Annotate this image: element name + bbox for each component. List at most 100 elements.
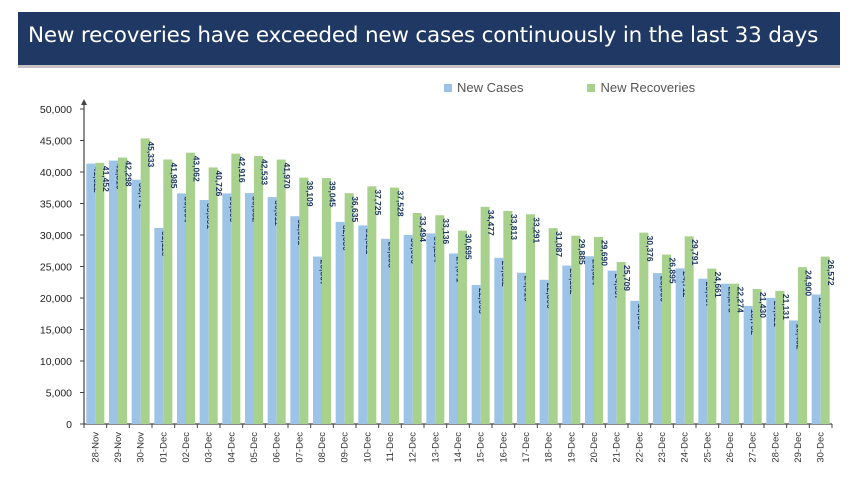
y-tick-label: 25,000 — [40, 262, 72, 274]
bar-new-cases — [199, 200, 209, 424]
x-tick-label: 19-Dec — [566, 432, 577, 463]
bar-new-recoveries — [639, 232, 649, 424]
title-banner: New recoveries have exceeded new cases c… — [18, 12, 840, 68]
bar-new-cases — [245, 193, 254, 424]
x-tick-label: 08-Dec — [317, 432, 328, 463]
bar-new-cases — [789, 320, 798, 424]
x-tick-label: 29-Nov — [113, 432, 124, 463]
bar-new-cases — [381, 238, 390, 424]
bar-new-cases — [517, 272, 526, 424]
bar-new-recoveries — [775, 290, 785, 424]
x-tick-label: 10-Dec — [362, 432, 373, 463]
legend-swatch-new-recoveries — [587, 83, 596, 92]
bar-new-cases — [471, 284, 481, 424]
bar-new-cases — [698, 278, 708, 424]
y-tick-label: 35,000 — [40, 199, 72, 211]
x-tick-label: 03-Dec — [204, 432, 215, 463]
data-label-new-recoveries: 33,494 — [418, 216, 428, 242]
bar-new-recoveries — [820, 256, 830, 424]
bar-new-cases — [267, 197, 277, 424]
data-label-new-recoveries: 37,725 — [373, 189, 383, 215]
data-label-new-recoveries: 24,661 — [713, 272, 723, 298]
y-tick-label: 45,000 — [40, 136, 72, 148]
data-label-new-recoveries: 34,477 — [486, 210, 496, 236]
legend-swatch-new-cases — [444, 83, 452, 92]
x-tick-label: 21-Dec — [612, 432, 623, 463]
x-tick-label: 15-Dec — [476, 432, 487, 463]
bar-new-recoveries — [140, 138, 150, 424]
x-tick-label: 02-Dec — [181, 432, 192, 463]
bar-new-recoveries — [276, 159, 286, 425]
data-label-new-recoveries: 22,274 — [736, 287, 746, 313]
legend-item-new-recoveries: New Recoveries — [587, 80, 695, 95]
x-tick-label: 24-Dec — [680, 432, 691, 463]
data-label-new-recoveries: 33,136 — [441, 218, 451, 244]
data-label-new-recoveries: 30,695 — [464, 234, 474, 260]
data-label-new-recoveries: 21,131 — [781, 294, 791, 320]
bar-new-recoveries — [254, 156, 263, 424]
bar-new-recoveries — [798, 267, 807, 424]
bar-new-cases — [721, 283, 730, 424]
legend-label-new-cases: New Cases — [457, 80, 524, 95]
bar-new-recoveries — [186, 152, 195, 424]
x-tick-label: 22-Dec — [634, 432, 645, 463]
bar-new-recoveries — [344, 193, 354, 424]
bar-new-recoveries — [684, 236, 694, 424]
data-label-new-recoveries: 39,109 — [305, 181, 315, 207]
bar-new-cases — [313, 256, 322, 424]
data-label-new-recoveries: 45,333 — [146, 141, 156, 167]
data-label-new-recoveries: 40,726 — [214, 170, 224, 196]
bar-new-recoveries — [208, 167, 218, 424]
bar-new-cases — [358, 225, 368, 424]
bar-new-recoveries — [662, 254, 671, 424]
x-tick-label: 23-Dec — [657, 432, 668, 463]
bar-new-recoveries — [548, 228, 558, 424]
bar-new-cases — [426, 233, 436, 424]
x-tick-label: 06-Dec — [272, 432, 283, 463]
bar-new-cases — [86, 163, 96, 425]
bar-new-recoveries — [730, 283, 739, 424]
data-label-new-recoveries: 29,690 — [600, 240, 610, 266]
data-label-new-recoveries: 36,635 — [350, 196, 360, 222]
x-tick-label: 30-Dec — [816, 432, 827, 463]
y-tick-label: 20,000 — [40, 293, 72, 305]
x-tick-label: 30-Nov — [136, 432, 147, 463]
data-label-new-recoveries: 37,528 — [396, 191, 406, 217]
data-label-new-recoveries: 42,916 — [237, 157, 247, 183]
x-tick-label: 25-Dec — [702, 432, 713, 463]
data-label-new-recoveries: 30,376 — [645, 236, 655, 262]
chart-title: New recoveries have exceeded new cases c… — [28, 23, 819, 48]
x-tick-label: 16-Dec — [498, 432, 509, 463]
bar-new-recoveries — [231, 153, 241, 424]
x-tick-label: 27-Dec — [748, 432, 759, 463]
bar-new-cases — [539, 279, 549, 424]
data-label-new-recoveries: 29,791 — [690, 239, 700, 265]
bar-new-recoveries — [367, 186, 377, 424]
data-label-new-recoveries: 33,813 — [509, 214, 519, 240]
x-tick-label: 28-Dec — [770, 432, 781, 463]
data-label-new-recoveries: 26,895 — [668, 258, 678, 284]
y-axis-arrow — [81, 99, 87, 105]
data-label-new-recoveries: 43,062 — [192, 156, 202, 182]
x-tick-label: 09-Dec — [340, 432, 351, 463]
bar-new-cases — [154, 227, 164, 424]
x-tick-label: 29-Dec — [793, 432, 804, 463]
bar-new-recoveries — [412, 212, 422, 424]
data-label-new-recoveries: 31,087 — [554, 231, 564, 257]
bar-new-cases — [449, 253, 458, 424]
bar-new-cases — [743, 305, 753, 424]
data-label-new-recoveries: 41,452 — [101, 166, 111, 192]
bar-new-cases — [222, 193, 232, 424]
legend-label-new-recoveries: New Recoveries — [600, 80, 696, 95]
data-label-new-recoveries: 21,430 — [758, 292, 768, 318]
bar-new-cases — [494, 257, 504, 424]
x-tick-label: 11-Dec — [385, 432, 396, 462]
bar-new-recoveries — [95, 162, 105, 424]
legend-item-new-cases: New Cases — [444, 80, 523, 95]
y-tick-label: 5,000 — [46, 388, 72, 400]
bar-new-cases — [109, 160, 118, 425]
data-label-new-recoveries: 26,572 — [826, 260, 836, 286]
data-label-new-recoveries: 33,291 — [532, 217, 542, 243]
bar-new-cases — [177, 193, 186, 424]
bar-new-recoveries — [435, 215, 445, 424]
